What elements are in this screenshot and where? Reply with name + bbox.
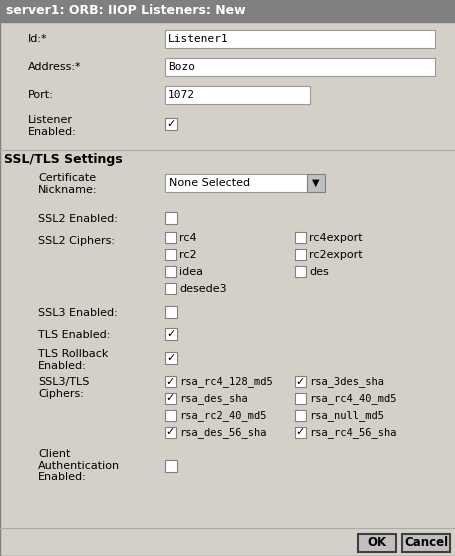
Text: rsa_rc4_128_md5: rsa_rc4_128_md5 — [179, 376, 272, 388]
Bar — [165, 86, 309, 104]
Bar — [165, 58, 434, 76]
Bar — [165, 306, 177, 318]
Text: ▼: ▼ — [312, 178, 319, 188]
Text: desede3: desede3 — [179, 284, 226, 294]
Bar — [294, 427, 305, 438]
Text: Id:*: Id:* — [28, 34, 47, 44]
Text: rsa_null_md5: rsa_null_md5 — [308, 410, 383, 421]
Bar — [165, 212, 177, 224]
Text: Listener
Enabled:: Listener Enabled: — [28, 115, 76, 137]
Text: rsa_des_sha: rsa_des_sha — [179, 394, 247, 404]
Text: SSL/TLS Settings: SSL/TLS Settings — [4, 153, 122, 166]
Text: rc4: rc4 — [179, 233, 196, 243]
Text: None Selected: None Selected — [169, 178, 250, 188]
Text: Address:*: Address:* — [28, 62, 81, 72]
Bar — [165, 427, 176, 438]
Text: rsa_rc4_56_sha: rsa_rc4_56_sha — [308, 428, 396, 439]
Bar — [294, 410, 305, 421]
Text: rsa_3des_sha: rsa_3des_sha — [308, 376, 383, 388]
Text: des: des — [308, 267, 328, 277]
Text: Port:: Port: — [28, 90, 54, 100]
Text: Bozo: Bozo — [167, 62, 195, 72]
Text: TLS Enabled:: TLS Enabled: — [38, 330, 110, 340]
Text: Client
Authentication
Enabled:: Client Authentication Enabled: — [38, 449, 120, 482]
Bar — [165, 460, 177, 472]
Bar — [294, 376, 305, 387]
Text: rc2: rc2 — [179, 250, 196, 260]
Bar — [294, 393, 305, 404]
Text: rsa_rc4_40_md5: rsa_rc4_40_md5 — [308, 394, 396, 404]
Text: ✓: ✓ — [166, 376, 175, 386]
Text: SSL2 Ciphers:: SSL2 Ciphers: — [38, 236, 115, 246]
Bar — [165, 410, 176, 421]
Bar — [306, 174, 324, 192]
Bar — [165, 118, 177, 130]
Text: Certificate
Nickname:: Certificate Nickname: — [38, 173, 97, 195]
Text: ✓: ✓ — [166, 329, 175, 339]
Text: ✓: ✓ — [166, 428, 175, 438]
Text: TLS Rollback
Enabled:: TLS Rollback Enabled: — [38, 349, 108, 371]
Bar — [165, 283, 176, 294]
Text: ✓: ✓ — [166, 353, 175, 363]
Bar — [165, 232, 176, 243]
Text: ✓: ✓ — [166, 394, 175, 404]
Bar — [165, 376, 176, 387]
Bar — [0, 0, 455, 22]
Text: 1072: 1072 — [167, 90, 195, 100]
Text: ✓: ✓ — [166, 119, 175, 129]
Text: rsa_des_56_sha: rsa_des_56_sha — [179, 428, 266, 439]
Bar — [165, 174, 306, 192]
Bar — [165, 266, 176, 277]
Bar — [294, 249, 305, 260]
Text: Cancel: Cancel — [403, 537, 447, 549]
Text: Listener1: Listener1 — [167, 34, 228, 44]
Text: SSL3 Enabled:: SSL3 Enabled: — [38, 308, 117, 318]
Text: server1: ORB: IIOP Listeners: New: server1: ORB: IIOP Listeners: New — [6, 4, 245, 17]
Bar — [165, 352, 177, 364]
Text: rc2export: rc2export — [308, 250, 362, 260]
Bar — [165, 328, 177, 340]
Text: idea: idea — [179, 267, 202, 277]
Text: ✓: ✓ — [295, 428, 304, 438]
Text: SSL2 Enabled:: SSL2 Enabled: — [38, 214, 117, 224]
Bar — [401, 534, 449, 552]
Text: ✓: ✓ — [295, 376, 304, 386]
Bar — [294, 232, 305, 243]
Bar — [294, 266, 305, 277]
Text: rc4export: rc4export — [308, 233, 362, 243]
Bar — [357, 534, 395, 552]
Text: SSL3/TLS
Ciphers:: SSL3/TLS Ciphers: — [38, 377, 89, 399]
Text: OK: OK — [367, 537, 386, 549]
Bar — [165, 249, 176, 260]
Bar — [165, 30, 434, 48]
Bar — [165, 393, 176, 404]
Text: rsa_rc2_40_md5: rsa_rc2_40_md5 — [179, 410, 266, 421]
